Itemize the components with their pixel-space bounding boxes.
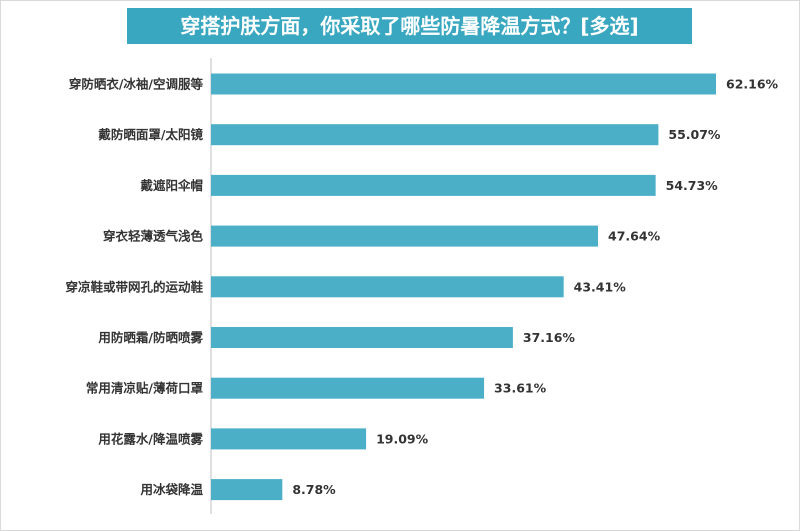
bar: [211, 124, 659, 146]
bar: [211, 174, 656, 196]
value-label: 33.61%: [494, 381, 547, 396]
bar: [211, 225, 599, 247]
category-label: 常用清凉贴/薄荷口罩: [86, 381, 204, 396]
category-label: 穿凉鞋或带网孔的运动鞋: [65, 279, 203, 294]
category-label: 戴遮阳伞帽: [140, 178, 203, 193]
value-label: 43.41%: [574, 279, 627, 294]
chart-title: 穿搭护肤方面，你采取了哪些防暑降温方式？[多选]: [127, 8, 692, 44]
value-label: 62.16%: [726, 77, 779, 92]
value-label: 8.78%: [292, 482, 336, 497]
category-label: 用冰袋降温: [139, 482, 203, 497]
category-label: 戴防晒面罩/太阳镜: [98, 127, 203, 142]
value-label: 47.64%: [608, 229, 661, 244]
bar: [211, 73, 716, 95]
bar: [211, 479, 283, 501]
value-label: 54.73%: [666, 178, 719, 193]
value-label: 37.16%: [523, 330, 576, 345]
bar: [211, 327, 513, 348]
bar: [211, 428, 367, 450]
category-label: 穿防晒衣/冰袖/空调服等: [69, 77, 204, 92]
bar: [211, 377, 485, 399]
bar: [211, 276, 564, 298]
value-label: 19.09%: [376, 431, 429, 446]
category-label: 用防晒霜/防晒喷雾: [97, 330, 203, 345]
value-label: 55.07%: [668, 127, 721, 142]
category-label: 穿衣轻薄透气浅色: [103, 229, 204, 244]
category-label: 用花露水/降温喷雾: [97, 431, 203, 446]
bars-group: 穿防晒衣/冰袖/空调服等 62.16% 戴防晒面罩/太阳镜 55.07% 戴遮阳伞帽 54…: [65, 73, 779, 501]
